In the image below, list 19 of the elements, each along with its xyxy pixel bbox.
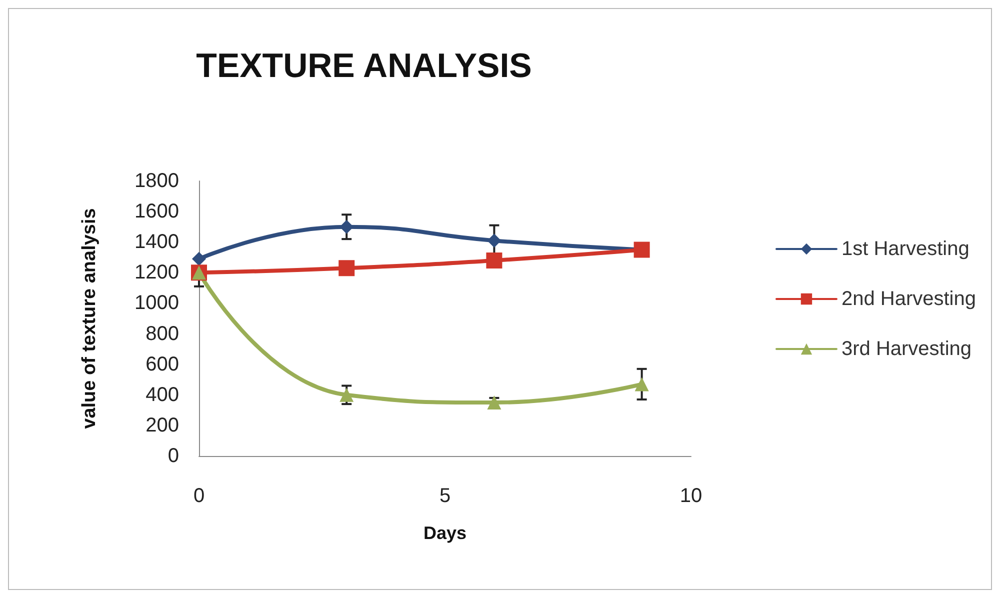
y-tick-label: 600 [146, 353, 179, 376]
y-tick-label: 200 [146, 414, 179, 436]
x-tick-label: 0 [193, 485, 205, 507]
y-tick-label: 400 [146, 384, 179, 406]
y-tick-label: 0 [168, 445, 179, 467]
legend-label: 2nd Harvesting [841, 288, 976, 310]
x-tick-label: 10 [680, 485, 702, 507]
y-tick-label: 1800 [134, 170, 179, 192]
y-tick-label: 800 [146, 322, 179, 345]
y-tick-label: 1000 [134, 292, 179, 314]
legend-label: 1st Harvesting [841, 238, 970, 260]
y-tick-label: 1400 [134, 231, 179, 254]
y-tick-label: 1200 [134, 262, 179, 284]
y-axis-title: value of texture analysis [79, 208, 100, 429]
x-axis-title: Days [423, 523, 467, 543]
x-tick-label: 5 [439, 485, 451, 507]
y-tick-label: 1600 [134, 200, 179, 223]
legend-label: 3rd Harvesting [841, 338, 972, 360]
chart-title: TEXTURE ANALYSIS [196, 47, 532, 85]
